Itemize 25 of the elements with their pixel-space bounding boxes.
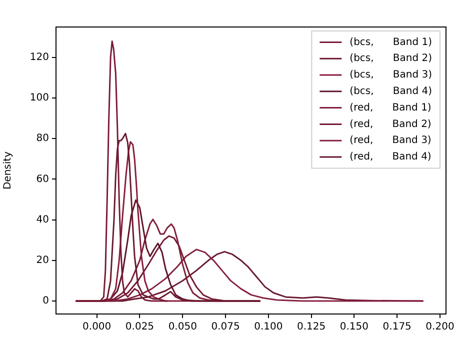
legend-label: (red, Band 4) [350,152,432,163]
y-tick-label: 60 [36,174,49,185]
x-tick-label: 0.150 [340,322,369,333]
x-tick-label: 0.125 [296,322,326,333]
y-axis-title: Density [2,151,14,190]
legend-label: (red, Band 1) [350,102,432,114]
x-tick-label: 0.075 [211,322,240,333]
x-tick-label: 0.000 [82,322,112,333]
x-tick-label: 0.025 [125,322,154,333]
y-tick-label: 80 [36,133,49,144]
x-tick-label: 0.100 [254,322,283,333]
legend-label: (bcs, Band 1) [350,36,432,48]
y-tick-label: 40 [36,214,49,226]
legend-label: (bcs, Band 3) [350,70,432,81]
x-tick-label: 0.200 [426,322,454,333]
y-tick-label: 20 [36,255,49,266]
y-tick-label: 0 [42,296,49,307]
legend-label: (bcs, Band 2) [350,53,432,64]
x-tick-label: 0.050 [168,322,197,333]
legend-label: (red, Band 2) [350,118,432,130]
x-tick-label: 0.175 [382,322,412,333]
legend-label: (red, Band 3) [350,135,432,146]
legend-label: (bcs, Band 4) [350,86,432,97]
y-tick-label: 100 [30,92,49,104]
y-tick-label: 120 [30,52,49,64]
